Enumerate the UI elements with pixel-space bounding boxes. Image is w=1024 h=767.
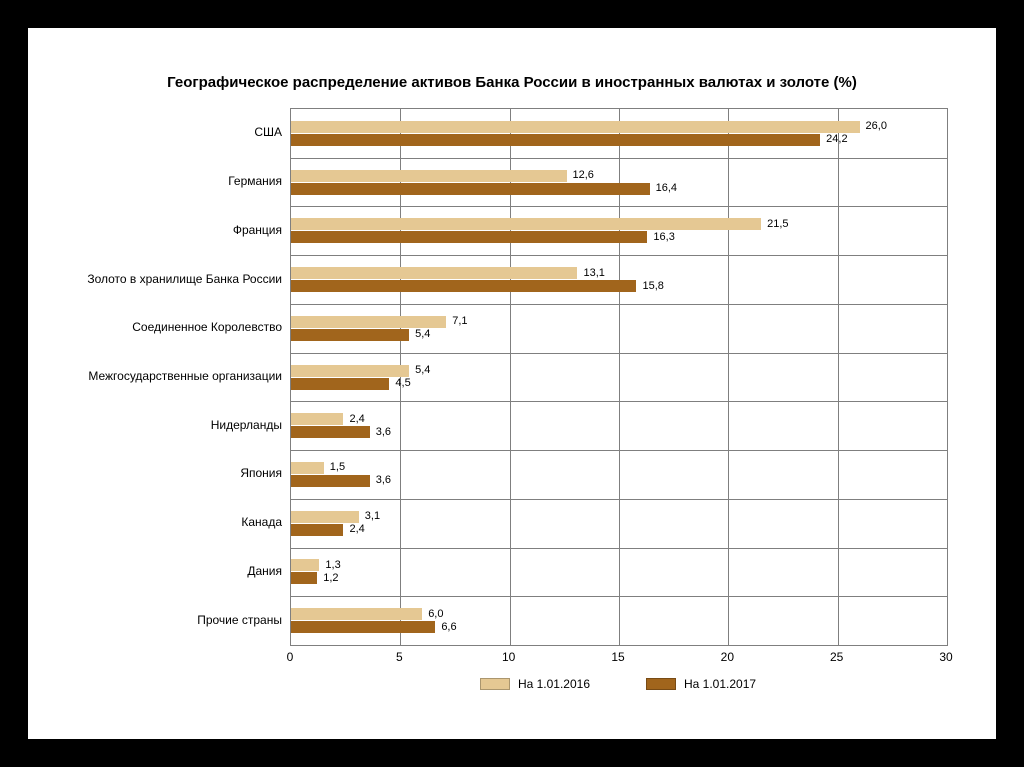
gridline-horizontal bbox=[291, 206, 947, 207]
bar-series-a bbox=[291, 511, 359, 523]
bar-value-label: 1,3 bbox=[325, 559, 340, 571]
bar-value-label: 15,8 bbox=[642, 280, 663, 292]
gridline-horizontal bbox=[291, 450, 947, 451]
bar-value-label: 3,1 bbox=[365, 510, 380, 522]
gridline-horizontal bbox=[291, 158, 947, 159]
bar-value-label: 2,4 bbox=[349, 413, 364, 425]
legend-item-series-b: На 1.01.2017 bbox=[646, 676, 756, 691]
bar-value-label: 4,5 bbox=[395, 377, 410, 389]
category-label: США bbox=[254, 125, 282, 139]
bar-series-a bbox=[291, 316, 446, 328]
bar-series-b bbox=[291, 621, 435, 633]
gridline-horizontal bbox=[291, 548, 947, 549]
bar-series-b bbox=[291, 378, 389, 390]
gridline-horizontal bbox=[291, 499, 947, 500]
bar-value-label: 13,1 bbox=[583, 267, 604, 279]
x-tick-label: 20 bbox=[721, 650, 734, 664]
bar-value-label: 3,6 bbox=[376, 426, 391, 438]
legend-swatch bbox=[480, 678, 510, 690]
category-label: Франция bbox=[233, 223, 282, 237]
gridline-horizontal bbox=[291, 596, 947, 597]
bar-series-b bbox=[291, 572, 317, 584]
bar-value-label: 21,5 bbox=[767, 218, 788, 230]
bar-series-b bbox=[291, 475, 370, 487]
bar-series-a bbox=[291, 121, 860, 133]
category-label: Соединенное Королевство bbox=[132, 320, 282, 334]
bar-series-b bbox=[291, 134, 820, 146]
legend-swatch bbox=[646, 678, 676, 690]
bar-series-b bbox=[291, 280, 636, 292]
legend-text: На 1.01.2017 bbox=[684, 677, 756, 691]
bar-series-a bbox=[291, 218, 761, 230]
category-label: Прочие страны bbox=[197, 613, 282, 627]
bar-value-label: 24,2 bbox=[826, 133, 847, 145]
bar-series-a bbox=[291, 608, 422, 620]
bar-series-a bbox=[291, 365, 409, 377]
bar-value-label: 7,1 bbox=[452, 315, 467, 327]
legend: На 1.01.2016 На 1.01.2017 bbox=[290, 676, 946, 691]
category-label: Дания bbox=[247, 564, 282, 578]
x-tick-label: 5 bbox=[396, 650, 403, 664]
gridline-vertical bbox=[838, 109, 839, 645]
legend-item-series-a: На 1.01.2016 bbox=[480, 676, 590, 691]
bar-series-b bbox=[291, 231, 647, 243]
bar-series-b bbox=[291, 426, 370, 438]
gridline-vertical bbox=[728, 109, 729, 645]
plot-area: 26,0 24,2 12,6 16,4 21,5 16,3 13,1 15,8 7,1 5,4 5,… bbox=[290, 108, 948, 646]
bar-value-label: 6,0 bbox=[428, 608, 443, 620]
chart-title: Географическое распределение активов Бан… bbox=[28, 74, 996, 91]
bar-value-label: 6,6 bbox=[441, 621, 456, 633]
gridline-horizontal bbox=[291, 255, 947, 256]
category-label: Золото в хранилище Банка России bbox=[87, 272, 282, 286]
category-label: Межгосударственные организации bbox=[88, 369, 282, 383]
slide: Географическое распределение активов Бан… bbox=[28, 28, 996, 739]
bar-series-a bbox=[291, 413, 343, 425]
bar-value-label: 12,6 bbox=[573, 169, 594, 181]
bar-series-b bbox=[291, 524, 343, 536]
bar-value-label: 3,6 bbox=[376, 474, 391, 486]
category-label: Япония bbox=[240, 466, 282, 480]
bar-value-label: 5,4 bbox=[415, 364, 430, 376]
bar-series-b bbox=[291, 329, 409, 341]
bar-series-a bbox=[291, 170, 567, 182]
x-tick-label: 25 bbox=[830, 650, 843, 664]
bar-value-label: 1,5 bbox=[330, 461, 345, 473]
x-tick-label: 15 bbox=[611, 650, 624, 664]
bar-value-label: 1,2 bbox=[323, 572, 338, 584]
category-label: Германия bbox=[228, 174, 282, 188]
category-label: Канада bbox=[241, 515, 282, 529]
legend-text: На 1.01.2016 bbox=[518, 677, 590, 691]
bar-value-label: 2,4 bbox=[349, 523, 364, 535]
bar-value-label: 5,4 bbox=[415, 328, 430, 340]
x-tick-label: 10 bbox=[502, 650, 515, 664]
gridline-horizontal bbox=[291, 304, 947, 305]
bar-value-label: 26,0 bbox=[866, 120, 887, 132]
gridline-horizontal bbox=[291, 401, 947, 402]
bar-value-label: 16,4 bbox=[656, 182, 677, 194]
x-tick-label: 30 bbox=[939, 650, 952, 664]
gridline-horizontal bbox=[291, 353, 947, 354]
bar-series-a bbox=[291, 267, 577, 279]
category-label: Нидерланды bbox=[211, 418, 282, 432]
bar-series-a bbox=[291, 462, 324, 474]
bar-series-b bbox=[291, 183, 650, 195]
x-tick-label: 0 bbox=[287, 650, 294, 664]
bar-series-a bbox=[291, 559, 319, 571]
bar-value-label: 16,3 bbox=[653, 231, 674, 243]
